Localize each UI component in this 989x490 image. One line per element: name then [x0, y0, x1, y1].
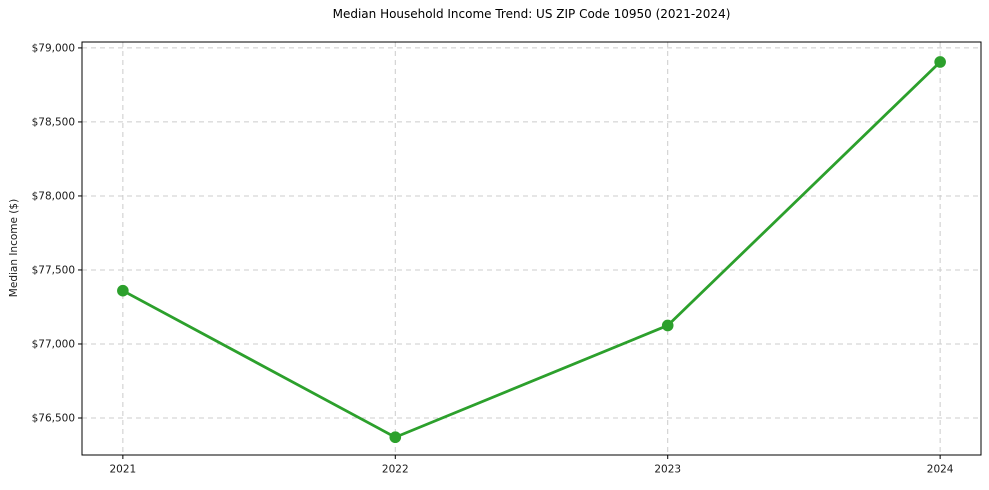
x-tick-label: 2023	[654, 464, 681, 476]
series-line	[121, 60, 942, 439]
y-tick-label: $78,500	[32, 116, 75, 128]
y-tick-label: $77,500	[32, 264, 75, 276]
y-tick-label: $77,000	[32, 338, 75, 350]
data-point-marker	[661, 319, 674, 332]
x-tick-label: 2021	[109, 464, 136, 476]
y-tick-label: $79,000	[32, 42, 75, 54]
x-tick-label: 2022	[382, 464, 409, 476]
data-point-marker	[117, 284, 129, 297]
chart-title: Median Household Income Trend: US ZIP Co…	[332, 7, 731, 21]
x-tick-label: 2024	[927, 464, 954, 476]
y-tick-label: $78,000	[32, 190, 75, 202]
axis-frame	[81, 41, 982, 456]
data-point-marker	[389, 431, 402, 444]
data-point-marker	[934, 56, 946, 68]
y-tick-label: $76,500	[32, 412, 75, 424]
